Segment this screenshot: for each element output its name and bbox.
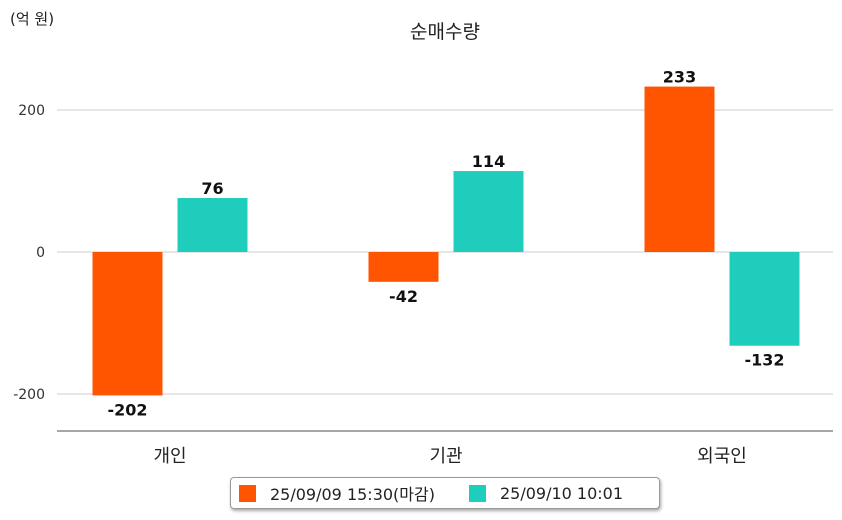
data-label: -132 [744, 351, 784, 370]
x-tick-label: 외국인 [697, 446, 747, 467]
bar-개인-series-2[interactable] [177, 198, 248, 252]
legend-swatch-series-1 [239, 484, 256, 502]
y-tick-label: -200 [13, 387, 45, 403]
legend: 25/09/09 15:30(마감) 25/09/10 10:01 [230, 477, 660, 509]
legend-label-series-1: 25/09/09 15:30(마감) [270, 485, 435, 504]
legend-label-series-2: 25/09/10 10:01 [499, 483, 624, 503]
bar-개인-series-1[interactable] [92, 252, 163, 396]
data-labels: -202 76 -42 114 233 -132 [107, 68, 784, 420]
bars [92, 86, 800, 396]
data-label: 233 [663, 68, 696, 87]
bar-외국인-series-1[interactable] [644, 86, 715, 252]
data-label: 76 [201, 179, 223, 198]
gridlines [57, 109, 833, 395]
y-axis-ticks: 200 0 -200 [13, 103, 45, 403]
legend-item-series-2[interactable]: 25/09/10 10:01 [468, 483, 624, 503]
legend-swatch-series-2 [468, 484, 486, 502]
bar-기관-series-2[interactable] [453, 171, 524, 252]
bar-외국인-series-2[interactable] [729, 252, 800, 346]
data-label: 114 [472, 152, 505, 171]
x-tick-label: 기관 [429, 446, 462, 467]
x-axis-ticks: 개인 기관 외국인 [153, 446, 746, 467]
bar-기관-series-1[interactable] [368, 252, 439, 282]
y-axis-unit-label: (억 원) [10, 10, 54, 28]
chart-title: 순매수량 [410, 21, 480, 43]
legend-item-series-1[interactable]: 25/09/09 15:30(마감) [239, 481, 435, 505]
y-tick-label: 200 [18, 103, 45, 119]
y-tick-label: 0 [36, 245, 45, 261]
data-label: -202 [107, 400, 147, 419]
x-tick-label: 개인 [153, 446, 186, 467]
data-label: -42 [389, 287, 418, 306]
